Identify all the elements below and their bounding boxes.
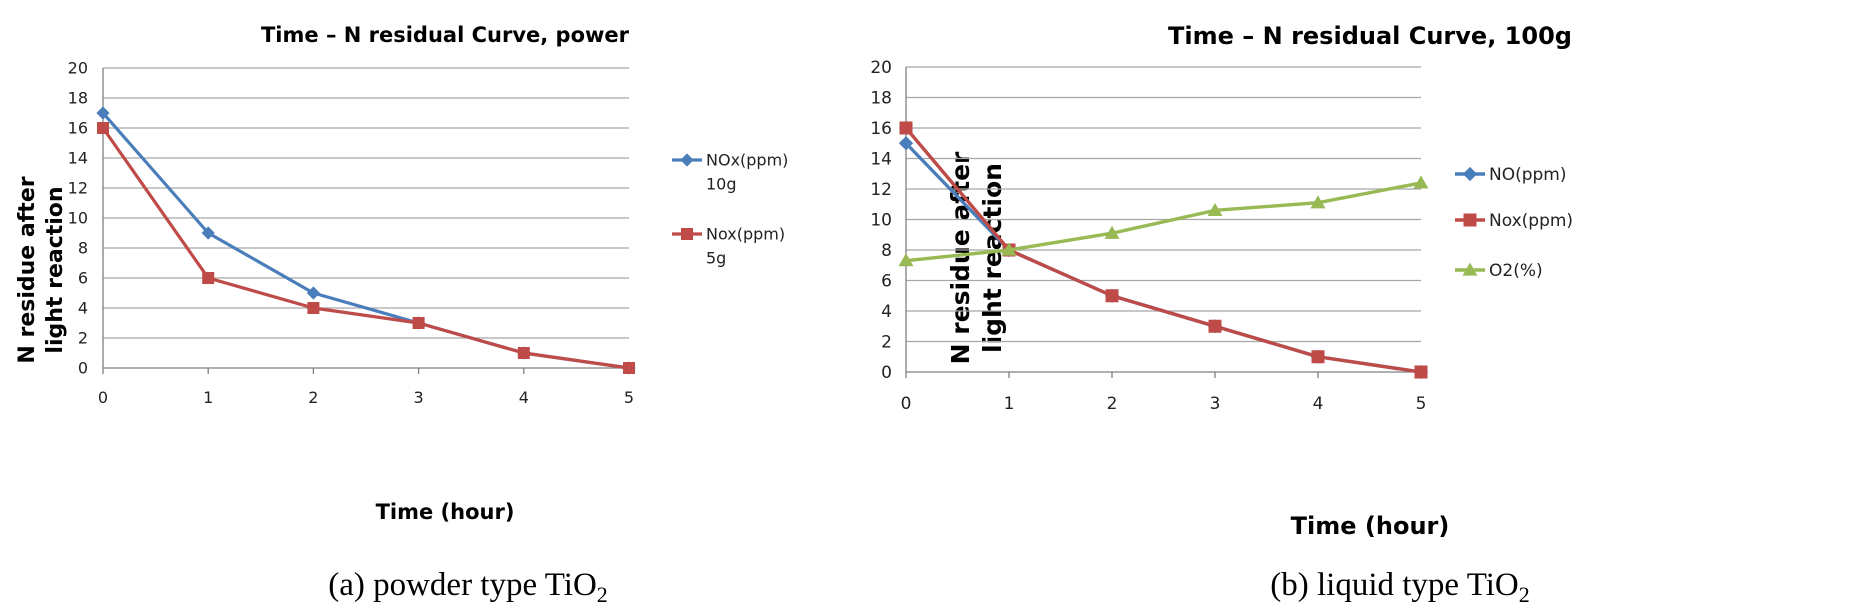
chart-b-legend-entry: O2(%) xyxy=(1455,261,1543,281)
chart-b-series-1 xyxy=(899,121,1428,379)
chart-b-data-point xyxy=(1207,202,1223,216)
chart-b-legend-label: O2(%) xyxy=(1489,261,1543,281)
chart-a-legend-label: 10g xyxy=(706,175,737,194)
chart-b-y-tick-label: 0 xyxy=(881,363,892,383)
chart-a-data-point xyxy=(412,317,425,329)
chart-a-legend-entry: NOx(ppm) 10g xyxy=(672,151,788,194)
chart-a-xlabel: Time (hour) xyxy=(376,500,515,524)
chart-a-series-0 xyxy=(96,106,636,375)
chart-b-legend-label: Nox(ppm) xyxy=(1489,211,1573,231)
chart-b-data-point xyxy=(1104,225,1120,239)
chart-a-legend-entry: Nox(ppm) 5g xyxy=(672,225,785,268)
chart-b-data-point xyxy=(1413,175,1429,189)
chart-b-data-point xyxy=(1001,242,1017,256)
chart-a-x-tick-label: 0 xyxy=(98,388,108,407)
chart-b-y-tick-label: 8 xyxy=(881,241,892,261)
chart-a-series-1 xyxy=(97,122,635,374)
chart-b-series-line xyxy=(905,181,1422,263)
chart-b-ylabel-line2: light reaction xyxy=(978,163,1007,353)
chart-b-legend-marker xyxy=(1462,262,1478,276)
chart-b-legend-label: NO(ppm) xyxy=(1489,165,1567,185)
chart-b-x-tick-label: 1 xyxy=(1004,394,1015,414)
chart-b-legend-marker xyxy=(1463,213,1477,227)
chart-a-y-tick-label: 0 xyxy=(78,359,88,378)
chart-b-x-tick-label: 3 xyxy=(1210,394,1221,414)
chart-a-y-tick-label: 14 xyxy=(68,149,88,168)
chart-b-data-point xyxy=(1311,350,1325,364)
chart-a-legend-label: Nox(ppm) xyxy=(706,225,785,244)
chart-a-data-point xyxy=(96,106,110,120)
chart-a-y-tick-label: 2 xyxy=(78,329,88,348)
chart-b-xlabel: Time (hour) xyxy=(1291,512,1450,540)
chart-b-legend-marker xyxy=(1462,166,1478,182)
chart-a-title: Time – N residual Curve, power xyxy=(261,23,630,47)
chart-b-y-tick-label: 10 xyxy=(870,210,892,230)
chart-b-y-tick-label: 18 xyxy=(870,88,892,108)
chart-a-data-point xyxy=(306,286,320,300)
chart-b-y-tick-label: 14 xyxy=(870,149,892,169)
chart-a-data-point xyxy=(517,347,530,359)
chart-b-y-tick-label: 12 xyxy=(870,180,892,200)
chart-a-y-tick-label: 12 xyxy=(68,179,88,198)
chart-b-caption-subscript: 2 xyxy=(1519,582,1530,607)
chart-a-x-tick-label: 3 xyxy=(414,388,424,407)
chart-a-x-tick-label: 4 xyxy=(519,388,529,407)
chart-a-y-tick-label: 20 xyxy=(68,59,88,78)
chart-a-x-tick-label: 5 xyxy=(624,388,634,407)
chart-b-data-point xyxy=(1105,289,1119,303)
chart-a-data-point xyxy=(201,226,215,240)
chart-a-ylabel-line1: N residue after xyxy=(15,176,40,363)
chart-a-legend-label: NOx(ppm) xyxy=(706,151,788,170)
chart-a-y-tick-label: 16 xyxy=(68,119,88,138)
chart-a-legend-label: 5g xyxy=(706,249,726,268)
chart-b-caption: (b) liquid type TiO2 xyxy=(1270,567,1529,607)
chart-a-series-line xyxy=(101,127,630,370)
chart-b-y-tick-label: 20 xyxy=(870,58,892,78)
chart-b-title: Time – N residual Curve, 100g xyxy=(1168,22,1572,50)
chart-a-y-tick-label: 10 xyxy=(68,209,88,228)
chart-a-legend-marker xyxy=(681,228,693,240)
chart-b-legend-entry: NO(ppm) xyxy=(1455,165,1567,185)
chart-a-y-tick-label: 18 xyxy=(68,89,88,108)
chart-a-data-point xyxy=(307,302,320,314)
chart-b-data-point xyxy=(1310,195,1326,209)
chart-b-data-point xyxy=(898,253,914,267)
chart-a-data-point xyxy=(202,272,215,284)
chart-b-x-tick-label: 2 xyxy=(1107,394,1118,414)
chart-a-caption-subscript: 2 xyxy=(597,582,608,607)
chart-b-data-point xyxy=(898,136,914,151)
chart-b-data-point xyxy=(1208,319,1222,333)
chart-b-x-tick-label: 5 xyxy=(1416,394,1427,414)
chart-b-y-tick-label: 16 xyxy=(870,119,892,139)
chart-b-y-tick-label: 4 xyxy=(881,302,892,322)
chart-a-y-tick-label: 4 xyxy=(78,299,88,318)
chart-b-legend-entry: Nox(ppm) xyxy=(1455,211,1573,231)
chart-b-data-point xyxy=(899,121,913,135)
chart-b-data-point xyxy=(1414,365,1428,379)
chart-b-y-tick-label: 6 xyxy=(881,271,892,291)
chart-b-x-tick-label: 4 xyxy=(1313,394,1324,414)
chart-a-data-point xyxy=(623,362,635,374)
chart-b-series-2 xyxy=(898,175,1429,267)
chart-b-x-tick-label: 0 xyxy=(901,394,912,414)
chart-a-y-tick-label: 6 xyxy=(78,269,88,288)
chart-b-series-line xyxy=(904,126,1422,374)
chart-a-caption: (a) powder type TiO2 xyxy=(328,567,608,607)
chart-a-x-tick-label: 1 xyxy=(203,388,213,407)
chart-b-y-tick-label: 2 xyxy=(881,332,892,352)
chart-a-data-point xyxy=(97,122,109,134)
chart-a-ylabel-line2: light reaction xyxy=(43,186,68,353)
chart-a-legend-marker xyxy=(680,153,694,167)
chart-a-y-tick-label: 8 xyxy=(78,239,88,258)
chart-a-x-tick-label: 2 xyxy=(308,388,318,407)
